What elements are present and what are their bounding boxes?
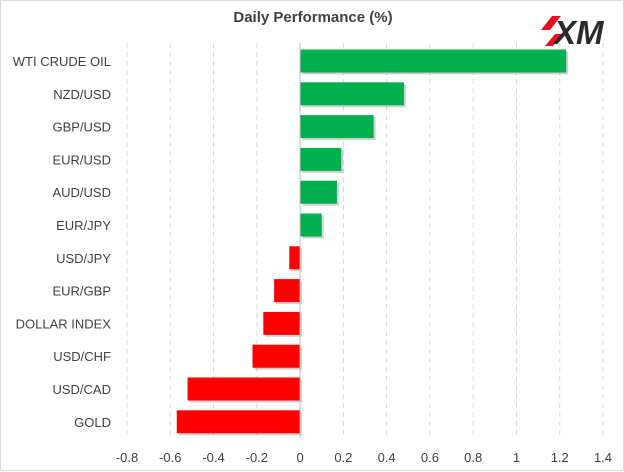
xm-logo: XM [541, 14, 605, 51]
chart-title: Daily Performance (%) [233, 9, 393, 26]
x-tick-label: 0.6 [421, 450, 439, 465]
bars [176, 49, 569, 436]
bar-usd-cad [187, 377, 301, 401]
x-tick-label: 0.8 [464, 450, 482, 465]
x-tick-labels: -0.8 -0.6 -0.4 -0.2 0 0.2 0.4 0.6 0.8 1 1.2 1.4 [116, 450, 612, 465]
x-tick-label: -0.6 [159, 450, 181, 465]
xm-logo-text: XM [552, 14, 605, 51]
x-tick-label: 1 [513, 450, 520, 465]
category-label: EUR/USD [52, 152, 111, 167]
xm-logo-accent-lower [545, 34, 563, 46]
category-label: GBP/USD [52, 120, 111, 135]
x-tick-label: 0.2 [334, 450, 352, 465]
category-label: DOLLAR INDEX [16, 316, 112, 331]
bar-dollar-index [263, 311, 301, 335]
xm-logo-accent [541, 16, 561, 30]
x-tick-label: 0 [296, 450, 303, 465]
category-label: EUR/JPY [56, 218, 111, 233]
x-tick-label: -0.2 [246, 450, 268, 465]
x-tick-label: 1.2 [551, 450, 569, 465]
x-tick-label: -0.4 [202, 450, 224, 465]
bar-eur-usd [300, 147, 342, 171]
category-label: GOLD [74, 415, 111, 430]
category-label: USD/CAD [52, 382, 111, 397]
category-label: USD/CHF [53, 349, 111, 364]
bar-usd-jpy [289, 246, 301, 270]
bar-usd-chf [252, 344, 301, 368]
category-label: WTI CRUDE OIL [13, 54, 111, 69]
category-label: NZD/USD [53, 87, 111, 102]
bar-eur-gbp [274, 279, 301, 303]
x-tick-label: 1.4 [594, 450, 612, 465]
category-label: EUR/GBP [52, 284, 111, 299]
bar-gold [176, 410, 301, 434]
x-tick-label: -0.8 [116, 450, 138, 465]
bar-eur-jpy [300, 213, 322, 237]
bar-gbp-usd [300, 115, 374, 139]
category-label: USD/JPY [56, 251, 111, 266]
bar-nzd-usd [300, 82, 404, 106]
bar-wti-crude-oil [300, 49, 567, 73]
category-label: AUD/USD [52, 185, 111, 200]
bar-aud-usd [300, 180, 337, 204]
category-labels: WTI CRUDE OIL NZD/USD GBP/USD EUR/USD AUD/US… [13, 54, 112, 430]
x-tick-label: 0.4 [378, 450, 396, 465]
